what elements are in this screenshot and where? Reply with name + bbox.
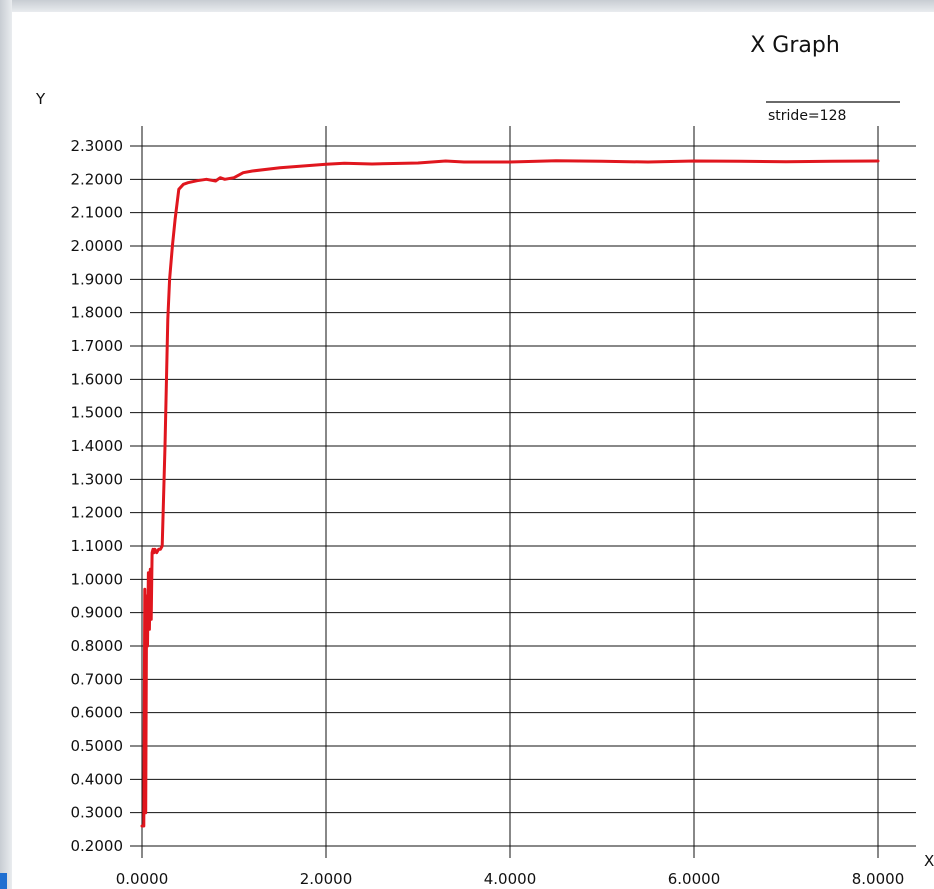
y-axis-label: Y [35, 90, 46, 108]
y-tick-label: 0.9000 [71, 604, 124, 622]
corner-accent-mark [0, 873, 7, 889]
y-tick-label: 2.3000 [71, 137, 124, 155]
x-tick-label: 8.0000 [852, 870, 905, 888]
window-frame-top [0, 0, 934, 12]
x-tick-label: 0.0000 [116, 870, 169, 888]
y-tick-label: 1.5000 [71, 404, 124, 422]
series-layer [140, 159, 880, 828]
y-tick-label: 1.0000 [71, 570, 124, 588]
x-axis-label: X [924, 852, 934, 870]
y-tick-label: 0.4000 [71, 770, 124, 788]
y-tick-label: 1.6000 [71, 370, 124, 388]
y-tick-label: 0.3000 [71, 804, 124, 822]
y-tick-label: 1.4000 [71, 437, 124, 455]
series-line-0 [140, 159, 880, 828]
y-tick-label: 2.2000 [71, 170, 124, 188]
y-tick-label: 2.0000 [71, 237, 124, 255]
x-tick-label: 4.0000 [484, 870, 537, 888]
y-tick-label: 0.8000 [71, 637, 124, 655]
y-tick-label: 0.6000 [71, 704, 124, 722]
window-frame-left [0, 0, 12, 889]
y-tick-label: 0.7000 [71, 670, 124, 688]
legend-entry-stride-128: stride=128 [768, 108, 846, 124]
y-tick-label: 1.7000 [71, 337, 124, 355]
chart-title: X Graph [750, 33, 840, 58]
y-tick-label: 0.5000 [71, 737, 124, 755]
y-tick-label: 1.3000 [71, 470, 124, 488]
y-tick-label: 1.8000 [71, 304, 124, 322]
y-tick-label: 1.9000 [71, 270, 124, 288]
y-tick-label: 1.2000 [71, 504, 124, 522]
y-tick-label: 1.1000 [71, 537, 124, 555]
y-tick-label: 0.2000 [71, 837, 124, 855]
y-tick-label: 2.1000 [71, 204, 124, 222]
x-tick-label: 2.0000 [300, 870, 353, 888]
x-tick-label: 6.0000 [668, 870, 721, 888]
grid-layer [130, 126, 916, 858]
tick-labels: 2.3000 2.2000 2.1000 2.0000 1.9000 1.8000 1.70… [71, 137, 905, 888]
